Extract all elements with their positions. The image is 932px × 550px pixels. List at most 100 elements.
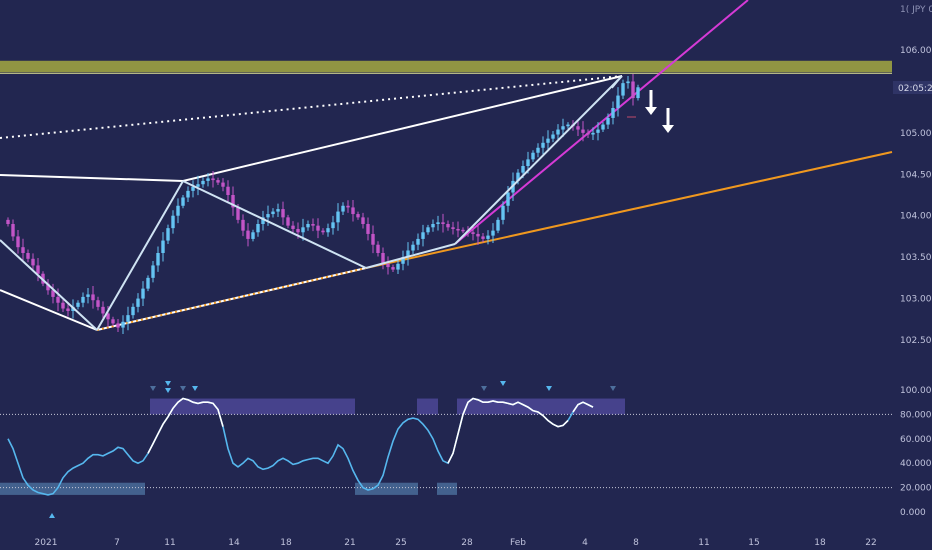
- time-axis-tick: 22: [865, 538, 876, 548]
- signal-down-marker: [500, 381, 506, 386]
- oscillator-axis-tick: 0.000: [900, 508, 926, 518]
- time-axis-tick: 18: [280, 538, 292, 548]
- candle-body: [101, 306, 105, 314]
- candle-body: [431, 224, 435, 228]
- candle-body: [281, 209, 285, 218]
- trendline-lower-left: [0, 289, 98, 331]
- candle-body: [421, 232, 425, 239]
- signal-up-marker: [49, 513, 55, 518]
- oscillator-axis-tick: 80.000: [900, 410, 932, 420]
- candle-body: [341, 205, 345, 212]
- time-axis-tick: 11: [164, 538, 175, 548]
- candle-body: [211, 178, 215, 181]
- oscillator-overbought-segment: [147, 397, 224, 454]
- pattern-leg: [365, 243, 456, 269]
- price-axis-tick: 104.500: [900, 170, 932, 180]
- price-axis-tick: 103.000: [900, 295, 932, 305]
- candle-body: [346, 205, 350, 208]
- down-arrow-head: [645, 107, 657, 115]
- pattern-lines: [0, 75, 636, 331]
- candle-body: [141, 288, 145, 299]
- candle-body: [81, 296, 85, 303]
- candle-body: [501, 205, 505, 220]
- candle-body: [121, 321, 125, 328]
- candle-body: [151, 265, 155, 278]
- candle-body: [556, 129, 560, 135]
- candle-body: [376, 244, 380, 253]
- time-axis-tick: 25: [395, 538, 406, 548]
- symbol-label: 1( JPY 0: [900, 5, 932, 15]
- candle-body: [201, 180, 205, 185]
- candle-body: [66, 308, 70, 311]
- candle-body: [406, 250, 410, 258]
- candle-body: [546, 138, 550, 143]
- candle-body: [231, 195, 235, 208]
- candle-body: [181, 197, 185, 206]
- candle-body: [611, 108, 615, 118]
- candle-body: [336, 211, 340, 223]
- candle-body: [256, 224, 260, 233]
- candle-body: [11, 224, 15, 237]
- candle-body: [166, 228, 170, 241]
- candle-body: [56, 296, 60, 303]
- candle-body: [131, 306, 135, 316]
- signal-down-marker: [180, 386, 186, 391]
- pattern-tip: [611, 75, 623, 89]
- candle-body: [271, 211, 275, 215]
- candle-body: [136, 298, 140, 307]
- candle-body: [156, 253, 160, 266]
- candle-body: [616, 95, 620, 108]
- candle-body: [441, 222, 445, 224]
- candle-body: [46, 283, 50, 291]
- signal-down-marker: [165, 381, 171, 386]
- candle-body: [491, 230, 495, 236]
- candle-body: [301, 227, 305, 233]
- candle-body: [91, 294, 95, 301]
- candle-body: [171, 215, 175, 229]
- candle-body: [16, 236, 20, 248]
- candle-body: [531, 152, 535, 160]
- signal-down-marker: [150, 386, 156, 391]
- signal-down-marker: [610, 386, 616, 391]
- pattern-leg: [96, 180, 184, 331]
- oscillator-axis-tick: 100.000: [900, 386, 932, 396]
- candle-body: [226, 186, 230, 195]
- pattern-leg: [182, 180, 367, 269]
- time-axis-tick: 8: [633, 538, 639, 548]
- oscillator-axis-tick: 60.000: [900, 435, 932, 445]
- time-axis-tick: 15: [748, 538, 759, 548]
- oversold-band: [437, 482, 457, 495]
- candle-body: [506, 192, 510, 206]
- candle-body: [216, 180, 220, 183]
- candle-body: [486, 235, 490, 239]
- oscillator-pane: [7, 397, 594, 496]
- candle-body: [116, 323, 120, 328]
- candle-body: [351, 207, 355, 215]
- candle-body: [631, 81, 635, 99]
- candle-body: [516, 172, 520, 181]
- candle-body: [106, 313, 110, 320]
- candle-body: [261, 217, 265, 224]
- candle-body: [51, 290, 55, 297]
- candle-body: [276, 209, 280, 212]
- price-axis-tick: 102.500: [900, 336, 932, 346]
- candle-body: [206, 178, 210, 181]
- overbought-band: [457, 398, 625, 415]
- time-axis-tick: 21: [344, 538, 355, 548]
- candle-body: [601, 124, 605, 130]
- candle-body: [266, 214, 270, 218]
- oscillator-axis-tick: 40.000: [900, 459, 932, 469]
- candle-body: [241, 219, 245, 231]
- oscillator-overbought-segment: [447, 397, 569, 464]
- candle-body: [416, 238, 420, 245]
- candle-body: [366, 224, 370, 234]
- oscillator-axis-tick: 20.000: [900, 484, 932, 494]
- candle-body: [6, 219, 10, 224]
- candle-body: [126, 315, 130, 322]
- candle-body: [236, 207, 240, 220]
- candle-body: [311, 224, 315, 226]
- time-axis-tick: 7: [114, 538, 120, 548]
- candle-body: [396, 263, 400, 270]
